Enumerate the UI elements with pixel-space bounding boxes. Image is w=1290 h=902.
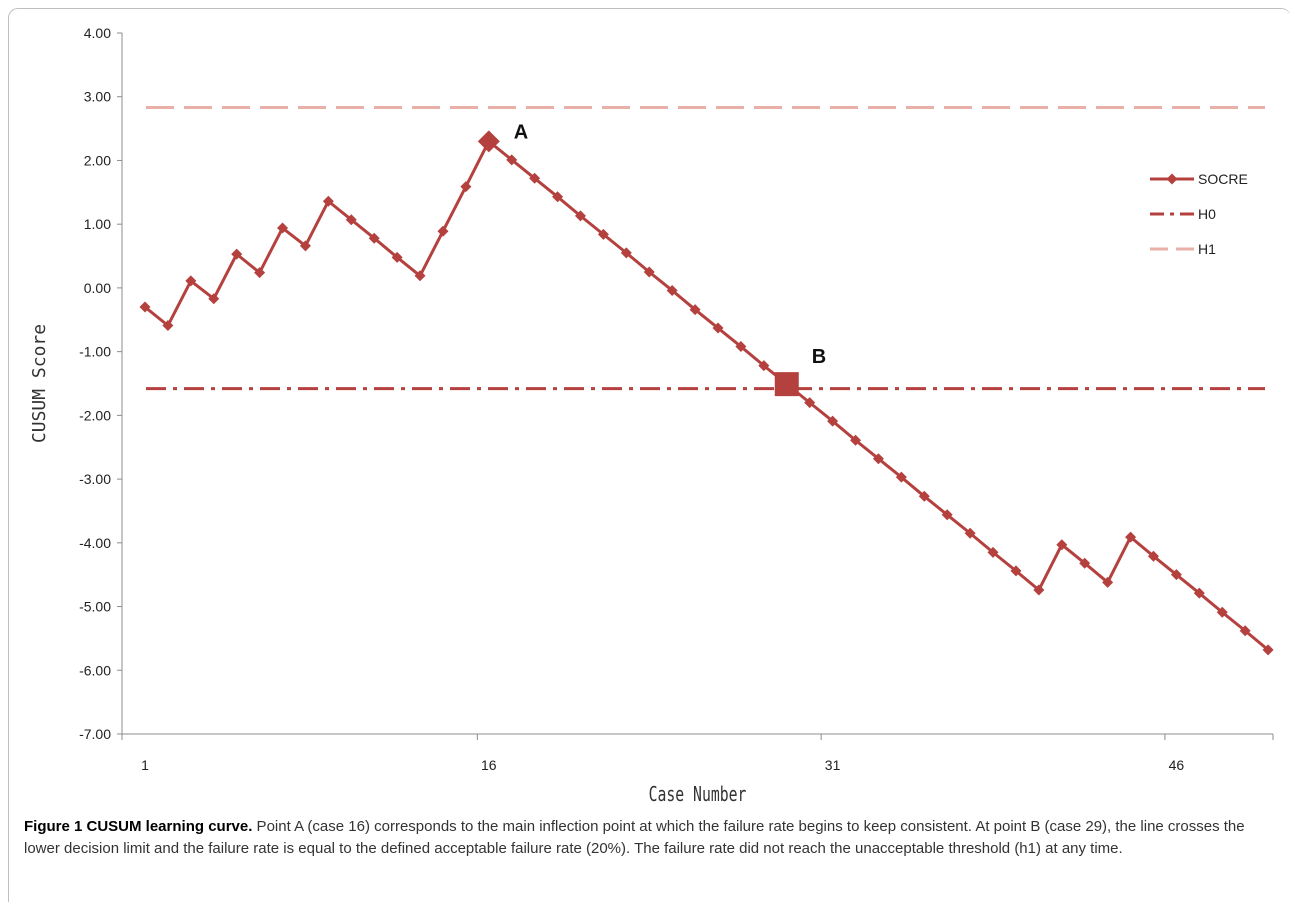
- socre-data-point: [460, 181, 472, 193]
- point-b-marker: [774, 372, 799, 397]
- socre-series-line: [144, 139, 1270, 652]
- x-tick-label: 31: [825, 757, 841, 773]
- caption-text: Point A (case 16) corresponds to the mai…: [24, 818, 1245, 857]
- socre-data-point: [1102, 576, 1114, 588]
- socre-data-point: [506, 154, 518, 166]
- legend-socre-marker: [1166, 173, 1178, 185]
- y-tick-label: 2.00: [84, 152, 111, 168]
- socre-data-point: [185, 275, 197, 287]
- socre-data-point: [1010, 565, 1022, 577]
- x-tick-label: 46: [1169, 757, 1185, 773]
- socre-data-point: [1216, 606, 1228, 618]
- socre-data-point: [231, 248, 243, 260]
- socre-data-point: [368, 232, 380, 244]
- point-b-label: B: [812, 346, 826, 368]
- socre-data-point: [827, 415, 839, 427]
- y-tick-label: -1.00: [79, 344, 111, 360]
- socre-data-point: [735, 341, 747, 353]
- figure-caption: Figure 1 CUSUM learning curve. Point A (…: [24, 816, 1280, 860]
- socre-data-point: [345, 214, 357, 226]
- socre-data-point: [941, 509, 953, 521]
- socre-data-point: [1193, 587, 1205, 599]
- socre-data-point: [277, 222, 289, 234]
- y-tick-label: 4.00: [84, 25, 111, 41]
- socre-data-point: [666, 284, 678, 296]
- socre-data-point: [712, 322, 724, 334]
- x-tick-label: 16: [481, 757, 497, 773]
- socre-data-point: [1239, 625, 1251, 637]
- socre-data-point: [254, 267, 266, 279]
- y-tick-label: -5.00: [79, 599, 111, 615]
- x-tick-label: 1: [141, 757, 149, 773]
- y-tick-label: -3.00: [79, 471, 111, 487]
- y-tick-label: -2.00: [79, 407, 111, 423]
- figure-frame: [8, 8, 1290, 902]
- socre-data-point: [689, 304, 701, 316]
- cusum-chart: 4.00 3.00 2.00 1.00 0.00 -1.00 -2.00 -3.00 -4.00…: [29, 25, 1274, 807]
- y-axis-title: CUSUM Score: [29, 324, 50, 443]
- socre-data-point: [850, 434, 862, 446]
- y-tick-label: -4.00: [79, 535, 111, 551]
- socre-data-point: [1033, 584, 1045, 596]
- socre-data-point: [620, 247, 632, 259]
- point-a-label: A: [514, 121, 528, 143]
- socre-data-point: [208, 293, 220, 305]
- socre-data-point: [918, 490, 930, 502]
- socre-data-point: [872, 453, 884, 465]
- y-tick-label: 1.00: [84, 216, 111, 232]
- socre-data-point: [1079, 557, 1091, 569]
- socre-data-point: [552, 191, 564, 203]
- legend-h0-label: H0: [1198, 206, 1216, 222]
- socre-data-point: [391, 251, 403, 263]
- socre-data-point: [139, 301, 151, 313]
- socre-data-point: [987, 546, 999, 558]
- socre-data-point: [1125, 531, 1137, 543]
- socre-data-point: [574, 210, 586, 222]
- socre-data-point: [895, 471, 907, 483]
- point-a-marker: [477, 130, 500, 153]
- socre-data-point: [643, 266, 655, 278]
- socre-data-point: [1170, 569, 1182, 581]
- socre-data-point: [597, 228, 609, 240]
- socre-data-point: [437, 225, 449, 237]
- caption-title: Figure 1 CUSUM learning curve.: [24, 818, 253, 835]
- socre-data-point: [1056, 539, 1068, 551]
- socre-data-point: [964, 527, 976, 539]
- socre-data-point: [758, 360, 770, 372]
- y-tick-label: 0.00: [84, 280, 111, 296]
- socre-data-point: [322, 195, 334, 207]
- socre-data-point: [529, 172, 541, 184]
- socre-data-point: [299, 240, 311, 252]
- socre-data-point: [414, 270, 426, 282]
- legend-socre-label: SOCRE: [1198, 171, 1248, 187]
- socre-data-point: [1262, 644, 1274, 656]
- x-axis-title: Case Number: [649, 783, 747, 807]
- y-tick-label: -7.00: [79, 726, 111, 742]
- y-tick-label: -6.00: [79, 662, 111, 678]
- socre-data-point: [1147, 550, 1159, 562]
- socre-data-point: [804, 397, 816, 409]
- legend-h1-label: H1: [1198, 241, 1216, 257]
- socre-data-point: [162, 320, 174, 332]
- y-tick-label: 3.00: [84, 89, 111, 105]
